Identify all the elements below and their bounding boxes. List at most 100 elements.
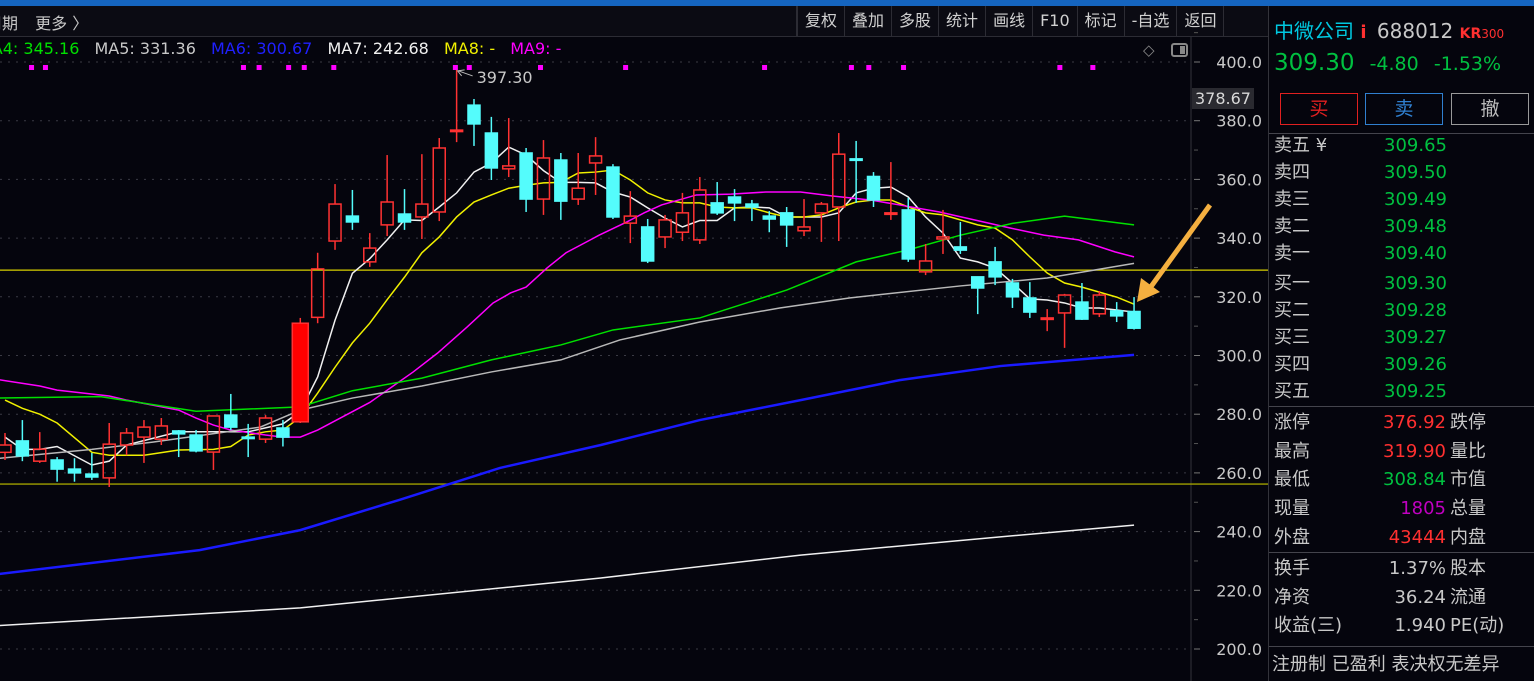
candle-body <box>432 147 446 213</box>
moving-average-line <box>0 353 1135 576</box>
signal-marker <box>256 65 262 70</box>
axis-tick-label: 380.0 <box>1216 112 1262 131</box>
overlay-button[interactable]: 叠加 <box>845 6 893 37</box>
axis-tick-label: 280.0 <box>1216 405 1262 424</box>
stat-row: 涨停 376.92 跌停 <box>1274 410 1534 436</box>
signal-marker <box>537 65 543 70</box>
candle-body <box>936 236 950 240</box>
axis-tick-label: 400.0 <box>1216 53 1262 72</box>
restore-rights-button[interactable]: 复权 <box>798 6 846 37</box>
stat-label: 换手 <box>1274 558 1310 579</box>
candle-body <box>291 322 310 423</box>
stat-label-right: 跌停 <box>1450 412 1486 433</box>
diamond-icon[interactable]: ◇ <box>1143 41 1155 59</box>
candle-body <box>953 246 968 251</box>
bid-price: 309.28 <box>1384 300 1447 321</box>
candle-body <box>119 432 134 446</box>
candle-body <box>32 448 47 462</box>
signal-marker <box>301 65 307 70</box>
quote-panel: 中微公司 i 688012 KR300 309.30 -4.80 -1.53% … <box>1268 6 1534 681</box>
high-arrow-head <box>456 69 465 77</box>
kr-badge: KR <box>1459 26 1482 42</box>
stat-label-right: 量比 <box>1450 440 1486 462</box>
period-menu[interactable]: 周期 <box>0 14 19 33</box>
bid-level-label: 买五 <box>1274 381 1310 402</box>
bid-level-label: 买四 <box>1274 354 1310 375</box>
stat-row: 净资 36.24 流通 <box>1274 585 1534 611</box>
legend-ma5: MA5: 331.36 <box>94 39 196 58</box>
bid-level-label: 买三 <box>1274 327 1310 348</box>
sell-button[interactable]: 卖 <box>1365 93 1443 125</box>
window-top-strip <box>0 0 1534 6</box>
candle-body <box>484 132 499 169</box>
candle-body <box>0 444 12 454</box>
divider <box>1269 552 1534 553</box>
info-icon[interactable]: i <box>1360 22 1367 43</box>
price-change: -4.80 <box>1369 53 1419 75</box>
stat-value: 308.84 <box>1383 469 1446 491</box>
candle-body <box>658 219 672 238</box>
legend-ma9: MA9: - <box>510 39 562 58</box>
candle-body <box>206 415 221 453</box>
candle-body <box>363 247 377 263</box>
legend-ma4: MA4: 345.16 <box>0 39 80 58</box>
more-menu[interactable]: 更多 〉 <box>35 14 89 33</box>
ask-price: 309.65 <box>1384 135 1447 156</box>
candle-body <box>415 203 429 218</box>
candle-body <box>797 226 811 232</box>
candle-body <box>970 276 985 289</box>
candle-body <box>328 203 342 242</box>
stock-name: 中微公司 <box>1274 19 1354 43</box>
mark-button[interactable]: 标记 <box>1078 6 1125 37</box>
signal-marker <box>848 65 854 70</box>
candle-body <box>814 203 829 214</box>
candle-body <box>397 213 412 223</box>
candle-body <box>171 430 186 435</box>
signal-marker <box>1057 65 1063 70</box>
statistics-button[interactable]: 统计 <box>939 6 987 37</box>
candle-body <box>1057 294 1072 314</box>
moving-average-line <box>0 262 1135 459</box>
signal-marker <box>762 65 768 70</box>
multi-stock-button[interactable]: 多股 <box>892 6 940 37</box>
candle-body <box>67 468 82 474</box>
candle-body <box>501 165 516 170</box>
stat-label: 收益(三) <box>1274 615 1343 637</box>
candle-body <box>849 158 863 162</box>
candle-body <box>258 417 273 440</box>
cancel-order-button[interactable]: 撤 <box>1451 93 1529 125</box>
candle-body <box>467 104 481 125</box>
signal-marker <box>466 65 472 70</box>
moving-average-line <box>0 191 1135 438</box>
signal-marker <box>866 65 872 70</box>
legend-ma8: MA8: - <box>443 39 496 58</box>
candle-body <box>866 175 881 201</box>
divider <box>1269 646 1534 647</box>
signal-marker <box>452 65 458 70</box>
moving-average-line <box>4 169 1135 457</box>
back-button[interactable]: 返回 <box>1177 6 1225 37</box>
stat-label: 净资 <box>1274 586 1310 608</box>
candle-body <box>1005 282 1020 298</box>
bid-price: 309.30 <box>1384 273 1447 294</box>
ask-price: 309.40 <box>1384 243 1447 264</box>
stat-row: 收益(三) 1.940 PE(动) <box>1274 613 1534 639</box>
draw-line-button[interactable]: 画线 <box>986 6 1034 37</box>
last-price: 309.30 <box>1274 50 1355 76</box>
candle-body <box>1092 294 1107 315</box>
ask-level-label: 卖一 <box>1274 243 1310 264</box>
candle-body <box>15 440 30 457</box>
signal-marker <box>42 65 48 70</box>
bid-level-label: 买二 <box>1274 300 1310 321</box>
ask-price: 309.50 <box>1384 162 1447 183</box>
candlestick-chart[interactable]: 400.0 380.0 360.0 340.0 320.0 300.0 280.0 260.0… <box>0 0 1268 681</box>
candle-body <box>449 129 464 133</box>
legend-ma6: MA6: 300.67 <box>210 39 313 58</box>
remove-watchlist-button[interactable]: -自选 <box>1125 6 1178 37</box>
panel-toggle-icon[interactable] <box>1171 43 1188 57</box>
bid-price: 309.25 <box>1384 381 1447 402</box>
f10-button[interactable]: F10 <box>1033 6 1078 37</box>
stock-tags: 注册制 已盈利 表决权无差异 <box>1272 654 1500 675</box>
buy-button[interactable]: 买 <box>1280 93 1358 125</box>
stat-row: 最低 308.84 市值 <box>1274 467 1534 493</box>
